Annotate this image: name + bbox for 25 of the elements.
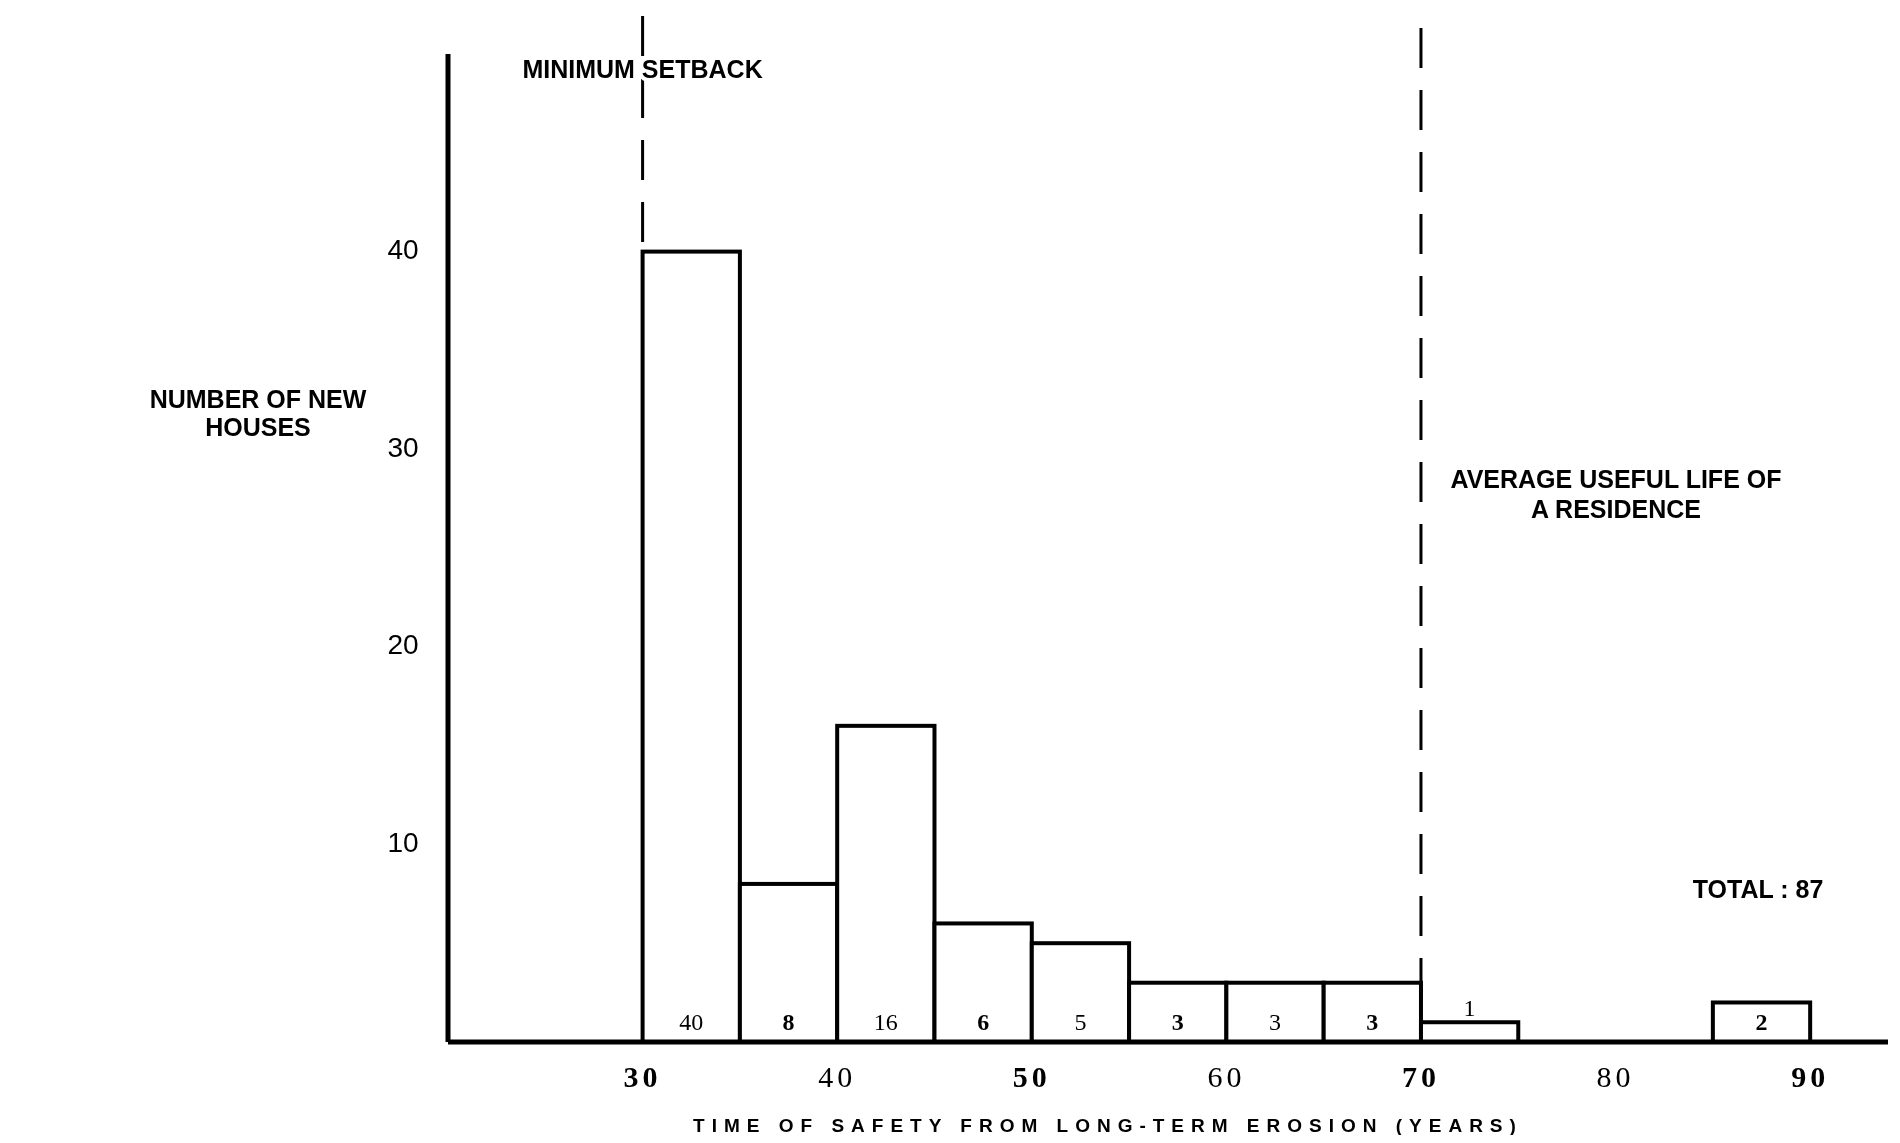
y-tick-label: 20 (387, 629, 419, 661)
data-label: 3 (1171, 1009, 1184, 1035)
annotation: TOTAL : 87 (1692, 875, 1824, 903)
x-tick-label: 70 (1401, 1059, 1440, 1093)
x-tick-label: 50 (1012, 1059, 1051, 1093)
data-label: 8 (782, 1009, 795, 1035)
x-tick-label: 80 (1596, 1059, 1635, 1093)
y-axis-title: NUMBER OF NEW HOUSES (149, 385, 367, 441)
data-label: 1 (1463, 995, 1476, 1022)
data-label: 16 (873, 1009, 898, 1035)
ref-line-label: AVERAGE USEFUL LIFE OF A RESIDENCE (1450, 465, 1782, 523)
data-label: 6 (977, 1009, 990, 1035)
data-label: 3 (1269, 1009, 1282, 1035)
x-tick-label: 90 (1791, 1059, 1830, 1093)
data-label: 2 (1755, 1009, 1768, 1035)
data-label: 5 (1074, 1009, 1087, 1035)
y-tick-label: 10 (387, 826, 419, 858)
y-tick-label: 40 (387, 233, 419, 265)
data-label: 3 (1366, 1009, 1379, 1035)
ref-line-label: MINIMUM SETBACK (522, 55, 763, 83)
x-tick-label: 40 (818, 1059, 857, 1093)
x-tick-label: 30 (623, 1059, 662, 1093)
y-tick-label: 30 (387, 431, 419, 463)
data-label: 40 (679, 1009, 704, 1035)
x-tick-label: 60 (1207, 1059, 1246, 1093)
